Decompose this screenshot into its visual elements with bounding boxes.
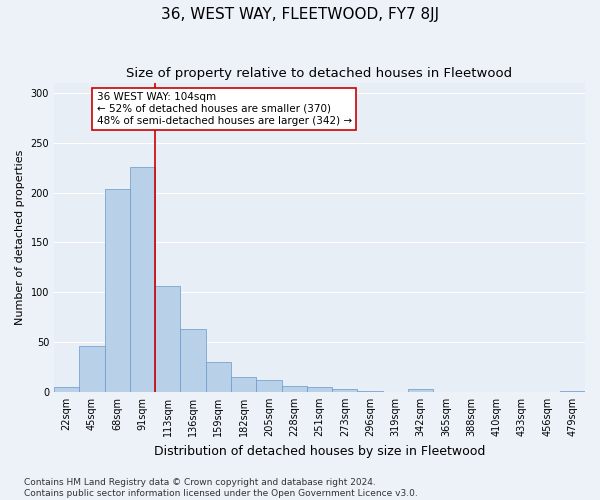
- Y-axis label: Number of detached properties: Number of detached properties: [15, 150, 25, 325]
- Bar: [130, 167, 155, 392]
- Bar: [79, 346, 104, 392]
- Text: 36 WEST WAY: 104sqm
← 52% of detached houses are smaller (370)
48% of semi-detac: 36 WEST WAY: 104sqm ← 52% of detached ho…: [97, 92, 352, 126]
- Bar: [408, 389, 433, 392]
- Text: Contains HM Land Registry data © Crown copyright and database right 2024.
Contai: Contains HM Land Registry data © Crown c…: [24, 478, 418, 498]
- Bar: [281, 386, 307, 392]
- Bar: [155, 286, 181, 392]
- Bar: [181, 329, 206, 392]
- Bar: [358, 391, 383, 392]
- Title: Size of property relative to detached houses in Fleetwood: Size of property relative to detached ho…: [127, 68, 512, 80]
- Bar: [104, 188, 130, 392]
- Bar: [332, 389, 358, 392]
- Bar: [256, 380, 281, 392]
- X-axis label: Distribution of detached houses by size in Fleetwood: Distribution of detached houses by size …: [154, 444, 485, 458]
- Bar: [54, 387, 79, 392]
- Bar: [231, 377, 256, 392]
- Bar: [560, 391, 585, 392]
- Text: 36, WEST WAY, FLEETWOOD, FY7 8JJ: 36, WEST WAY, FLEETWOOD, FY7 8JJ: [161, 8, 439, 22]
- Bar: [206, 362, 231, 392]
- Bar: [307, 387, 332, 392]
